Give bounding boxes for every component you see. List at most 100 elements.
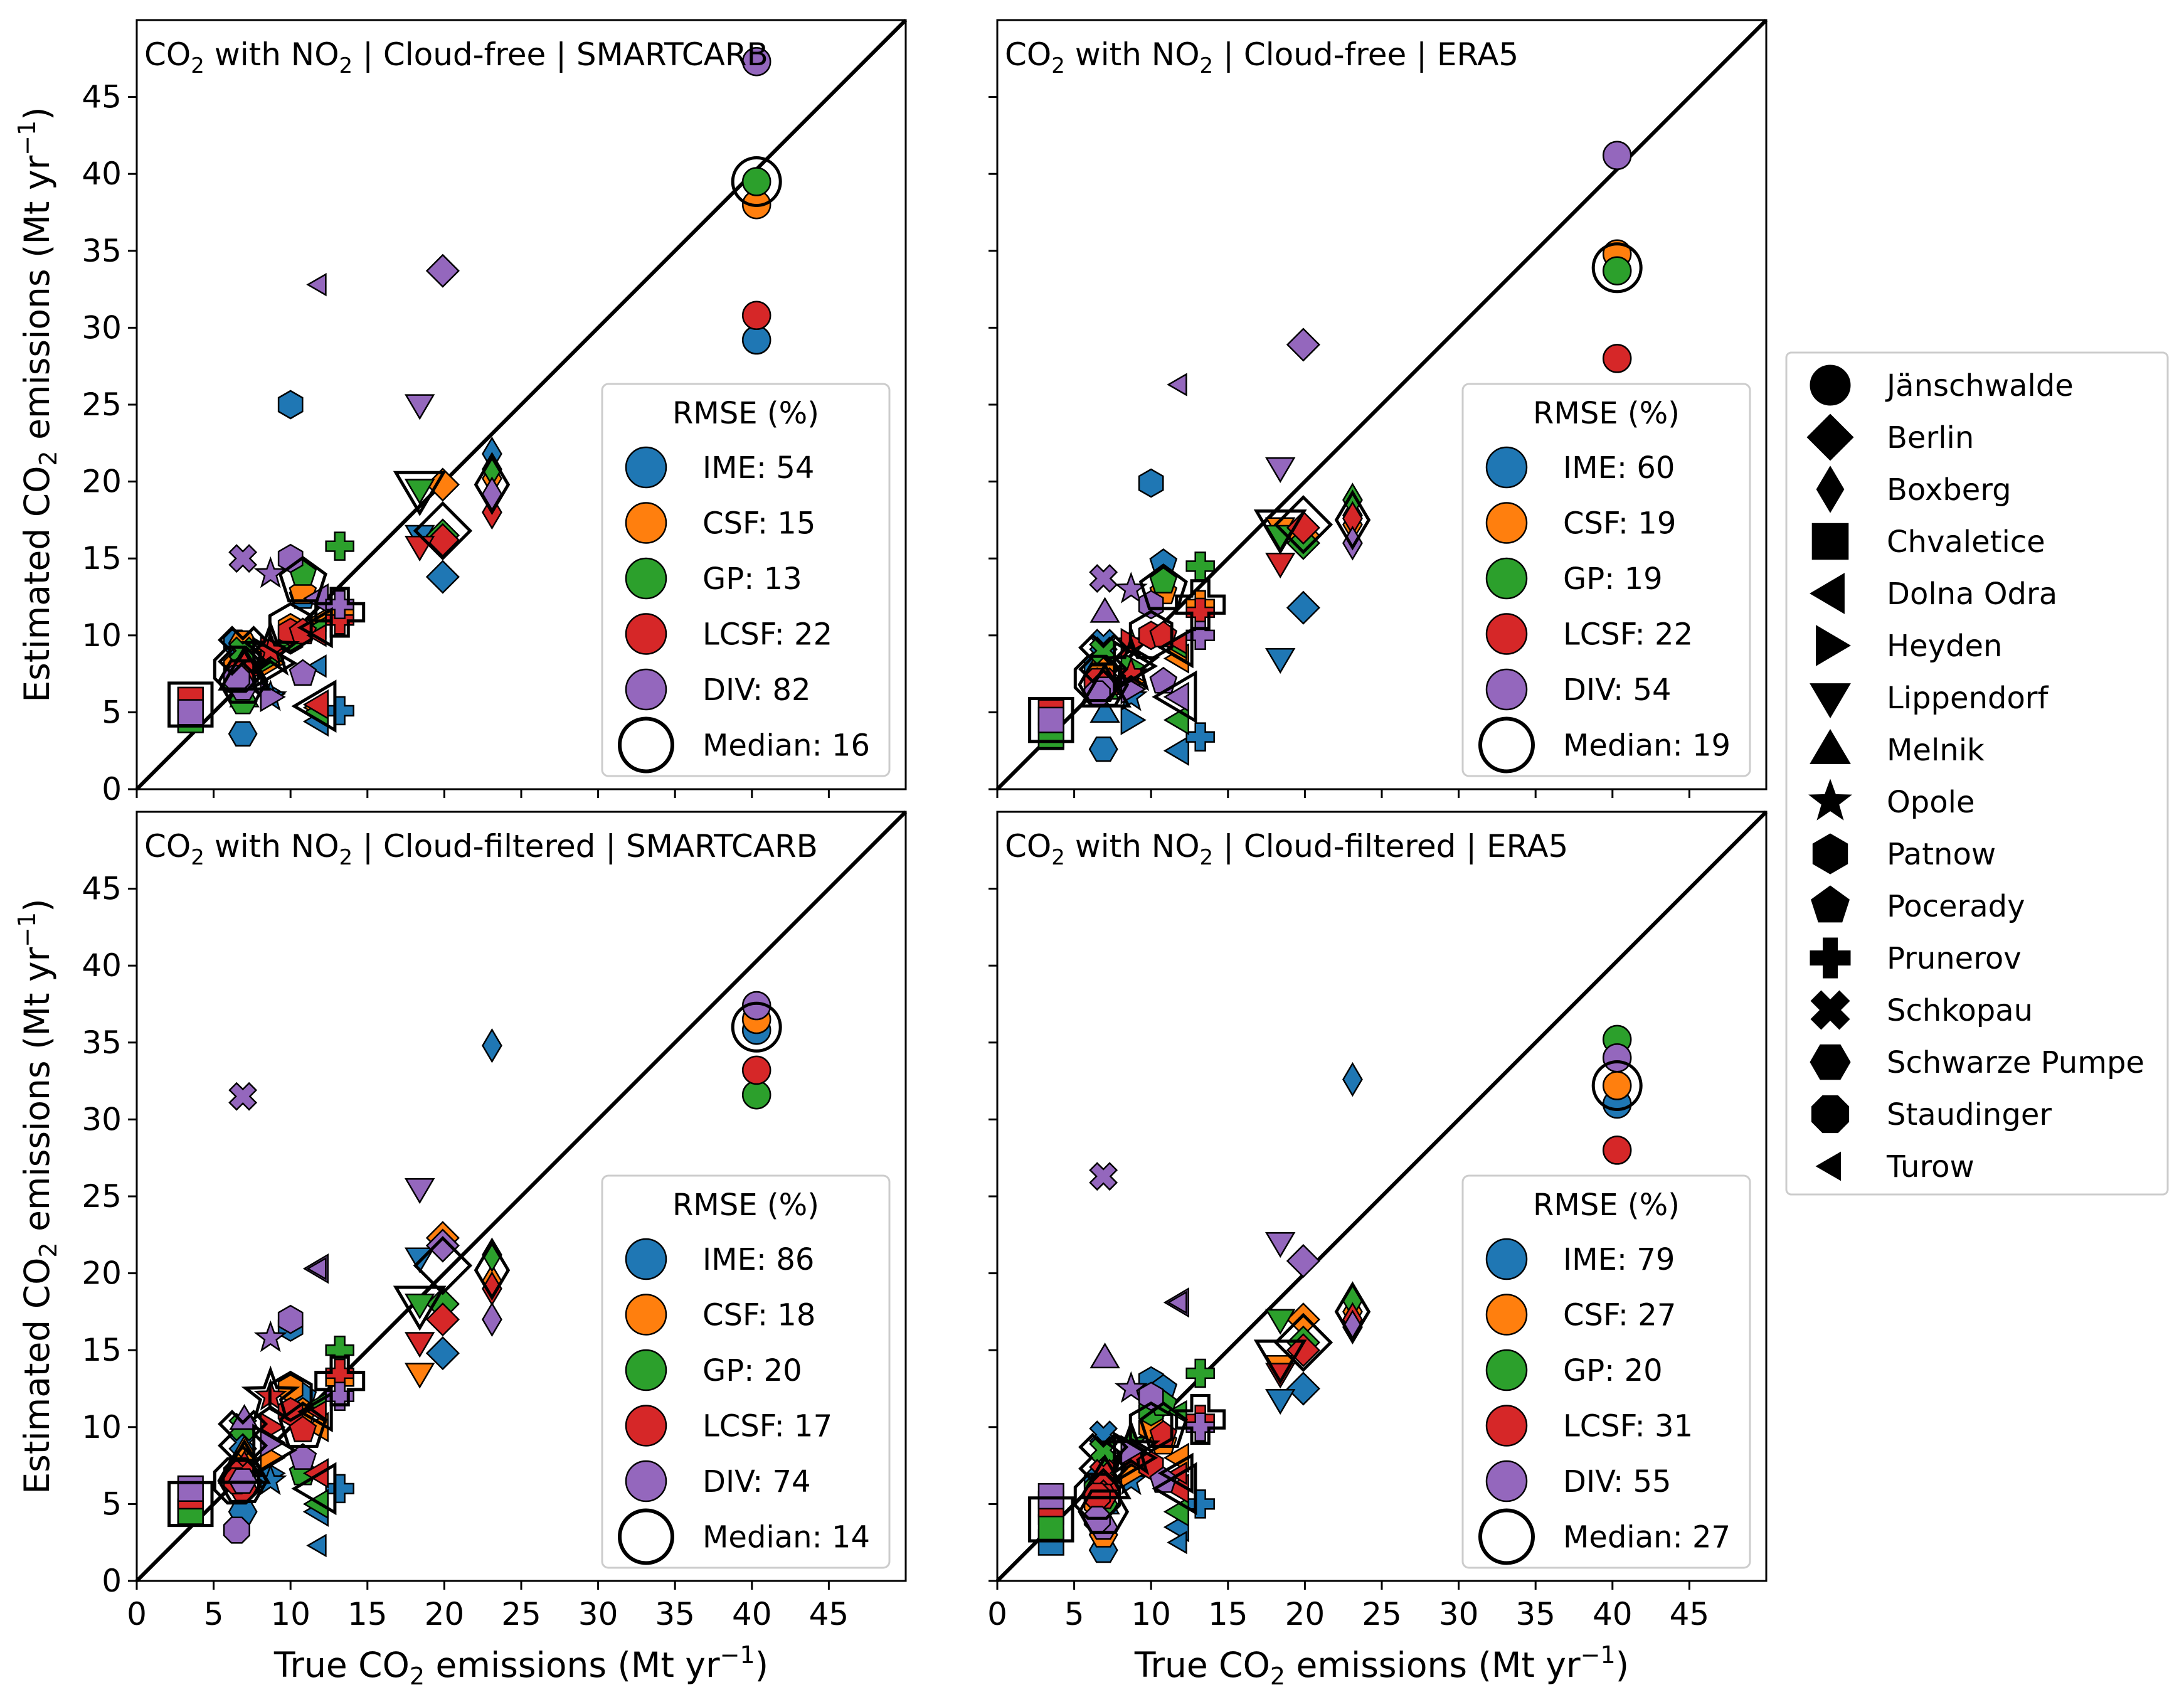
x-tick-label: 35 [1515, 1596, 1556, 1632]
rmse-legend-marker-median [1478, 716, 1535, 774]
source-legend: Jänschwalde Berlin Boxberg Chvaletice Dolna … [1785, 351, 2169, 1196]
point-median-chvaletice [167, 681, 214, 728]
point-median-turow [1157, 1452, 1194, 1494]
x-tick-label: 5 [1064, 1596, 1084, 1632]
point-median-pocerady [1138, 1401, 1188, 1448]
rmse-legend-label: CSF: 19 [1563, 506, 1676, 541]
rmse-legend-label: DIV: 54 [1563, 673, 1672, 708]
rmse-legend-label: GP: 19 [1563, 561, 1663, 597]
point-lcsf-pocerady [289, 1415, 317, 1442]
point-ime-melnik [1089, 696, 1120, 723]
rmse-legend-label: CSF: 27 [1563, 1298, 1676, 1333]
point-ime-dolna-odra [1163, 735, 1189, 766]
point-ime-berlin [425, 1336, 460, 1371]
y-tick-label: 25 [82, 1178, 122, 1215]
point-div-lippendorf [405, 394, 435, 420]
rmse-legend-marker-gp [625, 557, 667, 600]
point-div-patnow [277, 1304, 304, 1334]
point-div-schkopau [228, 1082, 258, 1111]
series-div [177, 46, 771, 726]
point-div-schkopau [1089, 1162, 1118, 1191]
point-ime-prunerov [1185, 1489, 1215, 1519]
point-median-patnow [268, 1370, 313, 1422]
y-tick-label: 45 [82, 79, 122, 115]
point-gp-dolna-odra [302, 1489, 329, 1519]
rmse-legend-marker-median [618, 716, 674, 774]
point-lcsf-janschwalde [741, 301, 771, 331]
point-median-heyden [252, 1423, 298, 1477]
point-lcsf-berlin [425, 1302, 460, 1337]
point-median-boxberg [1334, 1281, 1371, 1343]
point-div-patnow [1138, 1381, 1164, 1412]
x-tick-label: 10 [270, 1596, 310, 1632]
y-tick-label: 40 [82, 947, 122, 984]
star-icon [1808, 779, 1852, 821]
point-div-dolna-odra [1163, 681, 1189, 713]
hexagon-flat-icon [1810, 1044, 1851, 1080]
point-div-prunerov [1185, 620, 1215, 651]
rmse-legend-marker-gp [625, 1349, 667, 1391]
point-div-opole [253, 556, 287, 588]
point-div-chvaletice [1037, 706, 1064, 733]
point-gp-chvaletice [1037, 1514, 1064, 1541]
point-gp-pocerady [1149, 566, 1178, 594]
rmse-legend-marker-ime [1485, 446, 1528, 489]
x-tick-label: 45 [809, 1596, 849, 1632]
point-median-schkopau [1078, 633, 1129, 684]
point-lcsf-berlin [425, 523, 460, 557]
point-div-lippendorf [405, 1178, 435, 1205]
rmse-legend-title: RMSE (%) [672, 396, 819, 431]
x-tick-label: 25 [1362, 1596, 1402, 1632]
y-tick-label: 35 [82, 1024, 122, 1061]
rmse-legend-label: DIV: 82 [702, 673, 811, 708]
x-tick-label: 20 [425, 1596, 465, 1632]
triangle-left-icon [1810, 573, 1845, 614]
point-gp-lippendorf [405, 479, 435, 505]
point-ime-patnow [1138, 468, 1164, 498]
point-median-berlin [413, 1236, 473, 1295]
rmse-legend-label: IME: 54 [702, 450, 814, 486]
point-median-dolna-odra [291, 1462, 337, 1516]
point-ime-schwarze-pumpe [228, 721, 258, 747]
rmse-legend-label: Median: 19 [1563, 728, 1731, 763]
x-tick-label: 30 [1439, 1596, 1479, 1632]
y-tick-label: 0 [102, 1563, 122, 1599]
point-median-berlin [1273, 1312, 1333, 1373]
rmse-legend-marker-lcsf [625, 613, 667, 655]
rmse-legend-marker-ime [625, 1238, 667, 1280]
rmse-legend-frame [601, 1174, 891, 1569]
source-legend-label: Opole [1887, 785, 1975, 820]
point-lcsf-dolna-odra [302, 1458, 329, 1489]
x-tick-label: 15 [347, 1596, 388, 1632]
point-median-patnow [1128, 609, 1174, 661]
rmse-legend-marker-div [625, 668, 667, 711]
plus-icon [1810, 937, 1851, 979]
rmse-legend-label: GP: 20 [702, 1353, 802, 1388]
point-csf-lippendorf [405, 1363, 435, 1389]
x-tick-label: 0 [987, 1596, 1007, 1632]
point-median-pocerady [278, 555, 327, 603]
point-div-turow [1167, 373, 1187, 396]
point-median-janschwalde [731, 156, 782, 207]
point-div-opole [1114, 1371, 1148, 1403]
rmse-legend-label: LCSF: 17 [702, 1409, 832, 1444]
rmse-legend-marker-lcsf [625, 1405, 667, 1447]
rmse-legend-label: DIV: 55 [1563, 1464, 1672, 1499]
source-legend-label: Lippendorf [1887, 681, 2049, 716]
rmse-legend-label: CSF: 18 [702, 1298, 815, 1333]
y-tick-label: 20 [82, 464, 122, 500]
point-div-schkopau [228, 544, 258, 573]
rmse-legend-label: LCSF: 22 [1563, 617, 1693, 652]
x-tick-label: 35 [655, 1596, 695, 1632]
point-median-staudinger [1073, 1472, 1121, 1520]
point-div-boxberg [482, 1302, 502, 1337]
point-div-melnik [1089, 597, 1120, 623]
point-div-boxberg [1342, 525, 1363, 561]
point-gp-boxberg [482, 1237, 502, 1272]
point-median-prunerov [1175, 579, 1226, 630]
small-triangle-left-icon [1815, 1151, 1841, 1181]
axes-frame [135, 811, 907, 1582]
x-tick-label: 15 [1208, 1596, 1248, 1632]
point-div-chvaletice [177, 1475, 204, 1502]
